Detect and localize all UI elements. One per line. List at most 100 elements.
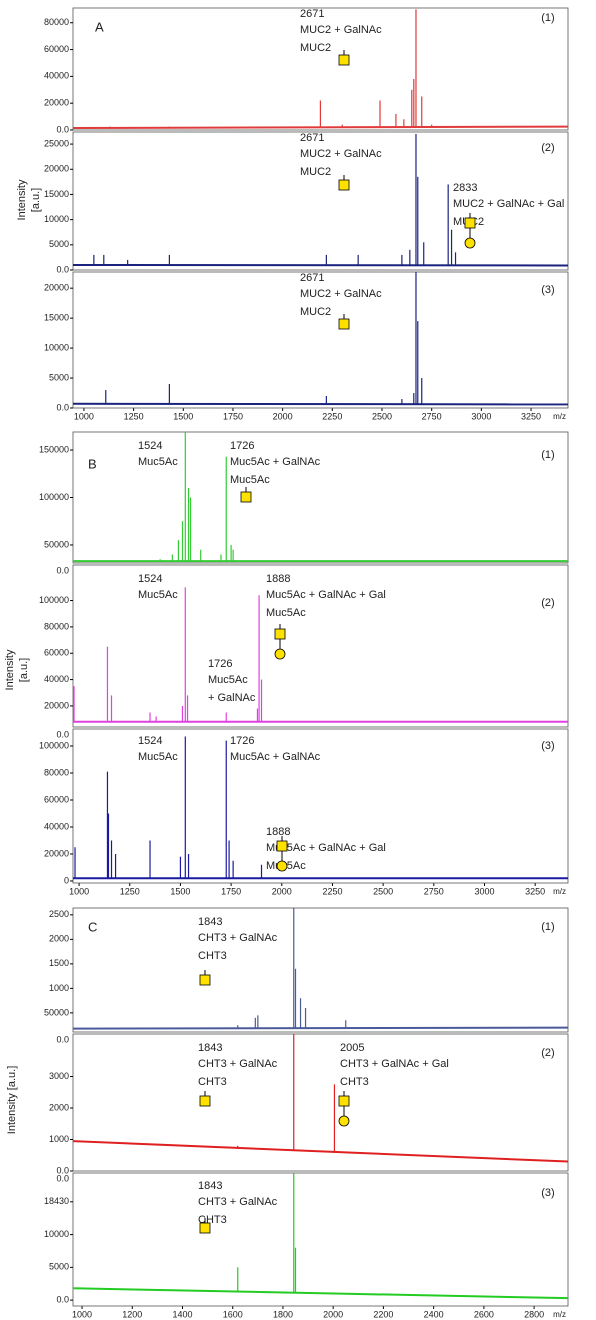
y-tick-label: 2000 [49, 934, 69, 944]
x-tick-label: 3250 [525, 886, 545, 896]
annotation: MUC2 + GalNAc [300, 24, 382, 36]
y-tick-label: 1500 [49, 958, 69, 968]
y-tick-label: 5000 [49, 239, 69, 249]
x-tick-label: 3250 [521, 411, 541, 421]
annotation: MUC2 [300, 166, 331, 178]
annotation: CHT3 [198, 950, 227, 962]
annotation: Muc5Ac [230, 474, 270, 486]
annotation: 1843 [198, 916, 222, 928]
y-tick-label: 60000 [44, 794, 69, 804]
annotation: Muc5Ac + GalNAc [230, 456, 321, 468]
x-tick-label: 1400 [172, 1309, 192, 1319]
y-tick-label: 10000 [44, 342, 69, 352]
x-tick-label: 1200 [122, 1309, 142, 1319]
baseline [72, 263, 569, 267]
x-tick-label: 2000 [272, 886, 292, 896]
y-axis-label: Intensity [4, 649, 16, 690]
x-tick-label: 2800 [524, 1309, 544, 1319]
annotation: 2671 [300, 132, 324, 144]
baseline [72, 1140, 569, 1163]
y-tick-label: 5000 [49, 1262, 69, 1272]
glycan-square [199, 1222, 211, 1234]
y-tick-label: 0.0 [56, 124, 69, 134]
y-tick-label: 0.0 [56, 1294, 69, 1304]
y-axis-label: [a.u.] [30, 188, 42, 212]
x-tick-label: 1500 [173, 411, 193, 421]
x-tick-label: 2000 [273, 411, 293, 421]
annotation: 1726 [230, 735, 254, 747]
x-tick-label: 2250 [322, 411, 342, 421]
baseline [72, 1287, 569, 1300]
panel-label: B [88, 456, 97, 471]
corner-label: 0.0 [56, 729, 69, 739]
y-tick-label: 5000 [49, 372, 69, 382]
y-tick-label: 60000 [44, 44, 69, 54]
x-tick-label: 3000 [471, 411, 491, 421]
annotation: Muc5Ac [138, 589, 178, 601]
plot-frame [72, 7, 569, 131]
y-tick-label: 100000 [39, 492, 69, 502]
y-tick-label: 60000 [44, 648, 69, 658]
glycan-square [274, 628, 286, 640]
y-tick-label: 100000 [39, 740, 69, 750]
glycan-square [338, 1095, 350, 1107]
y-tick-label: 18430 [44, 1196, 69, 1206]
corner-label: 0.0 [56, 1173, 69, 1183]
x-axis-label: m/z [553, 887, 566, 896]
panel-label: C [88, 919, 97, 934]
plot-frame [72, 1172, 569, 1307]
y-tick-label: 2000 [49, 1102, 69, 1112]
glycan-circle [274, 648, 286, 660]
panel-label: A [95, 19, 104, 34]
x-tick-label: 2500 [373, 886, 393, 896]
y-tick-label: 50000 [44, 539, 69, 549]
annotation: MUC2 [300, 306, 331, 318]
y-axis-label: [a.u.] [18, 658, 30, 682]
plot-frame [72, 271, 569, 409]
glycan-square [464, 217, 476, 229]
subplot-label: (1) [541, 921, 554, 933]
subplot-label: (1) [541, 12, 554, 24]
x-tick-label: 2500 [372, 411, 392, 421]
plot-frame [72, 564, 569, 728]
annotation: + GalNAc [208, 692, 256, 704]
annotation: Muc5Ac + GalNAc + Gal [266, 589, 386, 601]
subplot-label: (3) [541, 1187, 554, 1199]
subplot-label: (3) [541, 740, 554, 752]
y-axis-label: Intensity [16, 179, 28, 220]
y-axis-label: Intensity [a.u.] [6, 1066, 18, 1134]
plot-frame [72, 907, 569, 1033]
glycan-circle [276, 860, 288, 872]
y-tick-label: 0 [64, 875, 69, 885]
y-tick-label: 20000 [44, 98, 69, 108]
y-tick-label: 80000 [44, 621, 69, 631]
plot-frame [72, 131, 569, 271]
x-tick-label: 2600 [474, 1309, 494, 1319]
y-tick-label: 50000 [44, 1007, 69, 1017]
y-tick-label: 100000 [39, 595, 69, 605]
glycan-circle [464, 237, 476, 249]
annotation: 1888 [266, 826, 290, 838]
x-tick-label: 1000 [74, 411, 94, 421]
annotation: MUC2 [300, 42, 331, 54]
y-tick-label: 40000 [44, 71, 69, 81]
glycan-square [199, 1095, 211, 1107]
subplot-label: (2) [541, 597, 554, 609]
annotation: MUC2 + GalNAc + Gal [453, 198, 564, 210]
glycan-square [338, 318, 350, 330]
x-tick-label: 1800 [273, 1309, 293, 1319]
glycan-square [338, 54, 350, 66]
y-tick-label: 25000 [44, 138, 69, 148]
plot-frame [72, 728, 569, 884]
x-axis-label: m/z [553, 412, 566, 421]
annotation: Muc5Ac [266, 607, 306, 619]
annotation: 2671 [300, 8, 324, 20]
x-tick-label: 1500 [170, 886, 190, 896]
subplot-label: (3) [541, 284, 554, 296]
y-tick-label: 20000 [44, 848, 69, 858]
y-tick-label: 80000 [44, 17, 69, 27]
annotation: CHT3 + GalNAc [198, 1058, 278, 1070]
y-tick-label: 1000 [49, 1134, 69, 1144]
annotation: 1726 [208, 658, 232, 670]
